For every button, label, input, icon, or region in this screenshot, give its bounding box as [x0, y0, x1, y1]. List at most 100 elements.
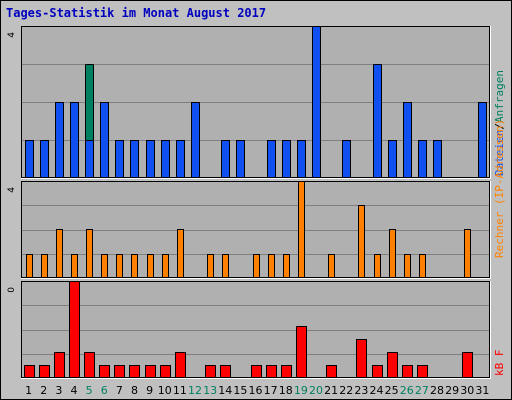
chart-title: Tages-Statistik im Monat August 2017: [6, 6, 267, 20]
x-tick-label: 6: [101, 384, 108, 397]
dateien-bar-day-22: [342, 140, 351, 179]
kbf-bar-day-5: [84, 352, 95, 379]
y-max-label-bottom: 0: [7, 287, 17, 293]
dateien-bar-day-7: [115, 140, 124, 179]
x-tick-label: 28: [430, 384, 444, 397]
dateien-bar-day-12: [191, 102, 200, 179]
rechner-bar-day-27: [419, 254, 426, 279]
kbf-bar-day-19: [296, 326, 307, 379]
panel-border: [21, 281, 490, 378]
dateien-bar-day-3: [55, 102, 64, 179]
legend-kbf: kB F: [493, 350, 506, 377]
plot-area-bottom: [21, 281, 490, 378]
dateien-bar-day-31: [478, 102, 487, 179]
rechner-bar-day-19: [298, 181, 305, 279]
x-tick-label: 25: [385, 384, 399, 397]
kbf-bar-day-8: [129, 365, 140, 379]
dateien-bar-day-5: [85, 140, 94, 179]
rechner-bar-day-25: [389, 229, 396, 279]
kbf-bar-day-2: [39, 365, 50, 379]
kbf-bar-day-18: [281, 365, 292, 379]
y-max-label-top: 4: [7, 32, 17, 38]
dateien-bar-day-24: [373, 64, 382, 179]
x-tick-label: 11: [173, 384, 187, 397]
dateien-bar-day-9: [146, 140, 155, 179]
kbf-bar-day-25: [387, 352, 398, 379]
rechner-bar-day-26: [404, 254, 411, 279]
legend-rechner: Rechner (IP-Adressen): [493, 119, 506, 258]
dateien-bar-day-8: [130, 140, 139, 179]
kbf-bar-day-21: [326, 365, 337, 379]
rechner-bar-day-1: [26, 254, 33, 279]
kbf-bar-day-16: [251, 365, 262, 379]
kbf-bar-day-9: [145, 365, 156, 379]
panel-border: [21, 26, 490, 178]
dateien-bar-day-17: [267, 140, 276, 179]
kbf-bar-day-14: [220, 365, 231, 379]
rechner-bar-day-23: [358, 205, 365, 279]
dateien-bar-day-18: [282, 140, 291, 179]
x-tick-label: 9: [146, 384, 153, 397]
rechner-bar-day-16: [253, 254, 260, 279]
panel-top: [21, 26, 491, 179]
kbf-bar-day-7: [114, 365, 125, 379]
rechner-bar-day-30: [464, 229, 471, 279]
x-tick-label: 12: [188, 384, 202, 397]
x-tick-label: 23: [354, 384, 368, 397]
rechner-bar-day-10: [162, 254, 169, 279]
rechner-bar-day-14: [222, 254, 229, 279]
dateien-bar-day-20: [312, 26, 321, 179]
panel-bottom: [21, 281, 491, 379]
rechner-bar-day-5: [86, 229, 93, 279]
rechner-bar-day-9: [147, 254, 154, 279]
dateien-bar-day-11: [176, 140, 185, 179]
kbf-bar-day-4: [69, 281, 80, 379]
kbf-bar-day-27: [417, 365, 428, 379]
dateien-bar-day-28: [433, 140, 442, 179]
kbf-bar-day-3: [54, 352, 65, 379]
x-tick-label: 10: [158, 384, 172, 397]
rechner-bar-day-6: [101, 254, 108, 279]
dateien-bar-day-2: [40, 140, 49, 179]
kbf-bar-day-24: [372, 365, 383, 379]
x-tick-label: 20: [309, 384, 323, 397]
dateien-bar-day-27: [418, 140, 427, 179]
x-tick-label: 14: [218, 384, 232, 397]
x-tick-label: 16: [249, 384, 263, 397]
x-tick-label: 31: [475, 384, 489, 397]
kbf-bar-day-13: [205, 365, 216, 379]
kbf-bar-day-10: [160, 365, 171, 379]
x-tick-label: 27: [415, 384, 429, 397]
rechner-bar-day-13: [207, 254, 214, 279]
x-tick-label: 13: [203, 384, 217, 397]
panel-middle: [21, 181, 491, 279]
kbf-bar-day-11: [175, 352, 186, 379]
x-tick-label: 29: [445, 384, 459, 397]
x-tick-label: 5: [86, 384, 93, 397]
y-max-label-middle: 4: [7, 187, 17, 193]
rechner-bar-day-7: [116, 254, 123, 279]
rechner-bar-day-3: [56, 229, 63, 279]
dateien-bar-day-26: [403, 102, 412, 179]
x-tick-label: 26: [400, 384, 414, 397]
x-tick-label: 24: [370, 384, 384, 397]
rechner-bar-day-2: [41, 254, 48, 279]
x-tick-label: 4: [70, 384, 77, 397]
x-tick-label: 2: [40, 384, 47, 397]
dateien-bar-day-15: [236, 140, 245, 179]
legend-top-panel: Dateien/Anfragen: [493, 70, 506, 176]
x-tick-label: 17: [264, 384, 278, 397]
kbf-bar-day-26: [402, 365, 413, 379]
x-tick-label: 3: [55, 384, 62, 397]
rechner-bar-day-11: [177, 229, 184, 279]
x-tick-label: 30: [460, 384, 474, 397]
rechner-bar-day-8: [131, 254, 138, 279]
x-tick-label: 21: [324, 384, 338, 397]
rechner-bar-day-18: [283, 254, 290, 279]
x-tick-label: 19: [294, 384, 308, 397]
x-tick-label: 15: [233, 384, 247, 397]
x-tick-label: 1: [25, 384, 32, 397]
dateien-bar-day-25: [388, 140, 397, 179]
rechner-bar-day-21: [328, 254, 335, 279]
